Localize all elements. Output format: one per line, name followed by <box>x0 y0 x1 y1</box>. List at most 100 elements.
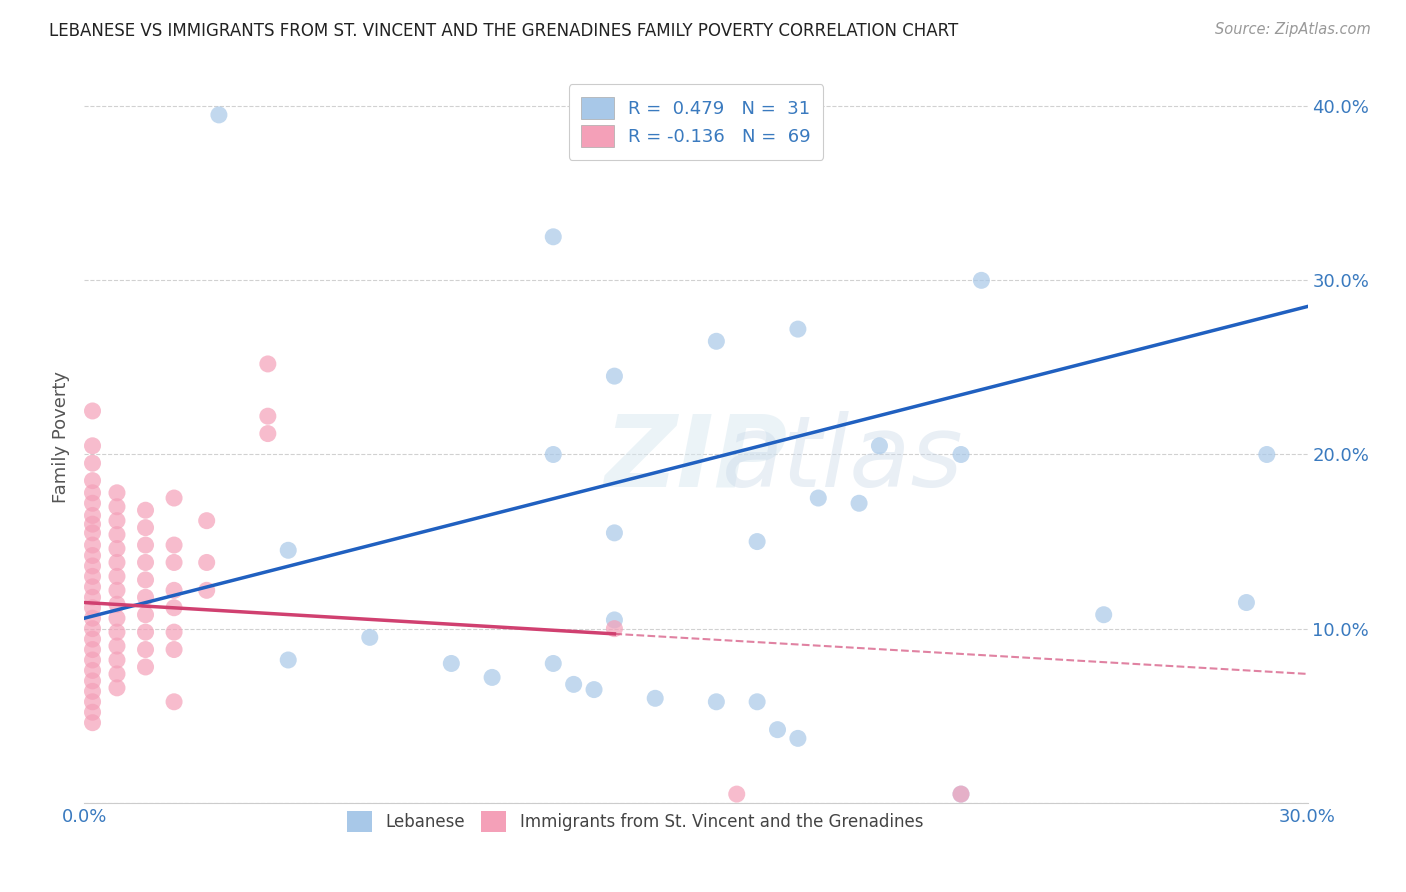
Point <box>277 653 299 667</box>
Point <box>848 496 870 510</box>
Point <box>82 695 104 709</box>
Point <box>257 357 280 371</box>
Point <box>257 426 280 441</box>
Point <box>82 673 104 688</box>
Point <box>105 541 128 556</box>
Point <box>950 448 973 462</box>
Point <box>82 580 104 594</box>
Point <box>543 657 565 671</box>
Point <box>82 684 104 698</box>
Point <box>82 549 104 563</box>
Point <box>195 583 218 598</box>
Point <box>82 591 104 605</box>
Point <box>950 787 973 801</box>
Point <box>603 369 626 384</box>
Point <box>105 485 128 500</box>
Text: ZIP: ZIP <box>605 410 787 508</box>
Text: LEBANESE VS IMMIGRANTS FROM ST. VINCENT AND THE GRENADINES FAMILY POVERTY CORREL: LEBANESE VS IMMIGRANTS FROM ST. VINCENT … <box>49 22 959 40</box>
Point <box>105 527 128 541</box>
Legend: Lebanese, Immigrants from St. Vincent and the Grenadines: Lebanese, Immigrants from St. Vincent an… <box>340 805 929 838</box>
Point <box>135 660 157 674</box>
Point <box>208 108 231 122</box>
Point <box>82 485 104 500</box>
Point <box>135 538 157 552</box>
Point <box>82 705 104 719</box>
Point <box>869 439 891 453</box>
Point <box>105 556 128 570</box>
Point <box>747 534 769 549</box>
Point <box>82 611 104 625</box>
Point <box>82 456 104 470</box>
Point <box>706 695 728 709</box>
Point <box>950 787 973 801</box>
Point <box>105 514 128 528</box>
Point <box>807 491 830 505</box>
Point <box>135 503 157 517</box>
Point <box>82 569 104 583</box>
Point <box>105 583 128 598</box>
Point <box>543 229 565 244</box>
Text: Source: ZipAtlas.com: Source: ZipAtlas.com <box>1215 22 1371 37</box>
Point <box>82 600 104 615</box>
Point <box>105 681 128 695</box>
Point <box>135 642 157 657</box>
Point <box>105 611 128 625</box>
Point <box>1256 448 1278 462</box>
Point <box>82 642 104 657</box>
Y-axis label: Family Poverty: Family Poverty <box>52 371 70 503</box>
Point <box>787 322 810 336</box>
Point <box>105 500 128 514</box>
Point <box>747 695 769 709</box>
Point <box>135 556 157 570</box>
Point <box>135 591 157 605</box>
Point <box>543 448 565 462</box>
Point <box>583 682 606 697</box>
Point <box>105 667 128 681</box>
Point <box>562 677 585 691</box>
Point <box>440 657 463 671</box>
Point <box>82 558 104 573</box>
Point <box>277 543 299 558</box>
Point <box>195 556 218 570</box>
Point <box>766 723 789 737</box>
Point <box>105 639 128 653</box>
Point <box>82 715 104 730</box>
Point <box>105 569 128 583</box>
Point <box>82 632 104 646</box>
Point <box>359 631 381 645</box>
Point <box>135 573 157 587</box>
Point <box>105 597 128 611</box>
Point <box>163 583 186 598</box>
Point <box>163 600 186 615</box>
Point <box>163 642 186 657</box>
Point <box>82 404 104 418</box>
Point <box>82 525 104 540</box>
Point <box>481 670 503 684</box>
Point <box>163 625 186 640</box>
Point <box>195 514 218 528</box>
Point <box>82 508 104 523</box>
Point <box>82 474 104 488</box>
Point <box>725 787 748 801</box>
Point <box>603 613 626 627</box>
Point <box>706 334 728 349</box>
Point <box>1236 595 1258 609</box>
Point <box>163 695 186 709</box>
Point <box>105 653 128 667</box>
Point <box>163 491 186 505</box>
Point <box>82 653 104 667</box>
Point <box>82 622 104 636</box>
Point <box>135 521 157 535</box>
Point <box>82 439 104 453</box>
Point <box>163 538 186 552</box>
Point <box>82 538 104 552</box>
Point <box>135 625 157 640</box>
Point <box>970 273 993 287</box>
Point <box>257 409 280 424</box>
Point <box>105 625 128 640</box>
Point <box>163 556 186 570</box>
Point <box>787 731 810 746</box>
Point <box>82 664 104 678</box>
Point <box>82 517 104 532</box>
Text: atlas: atlas <box>721 410 963 508</box>
